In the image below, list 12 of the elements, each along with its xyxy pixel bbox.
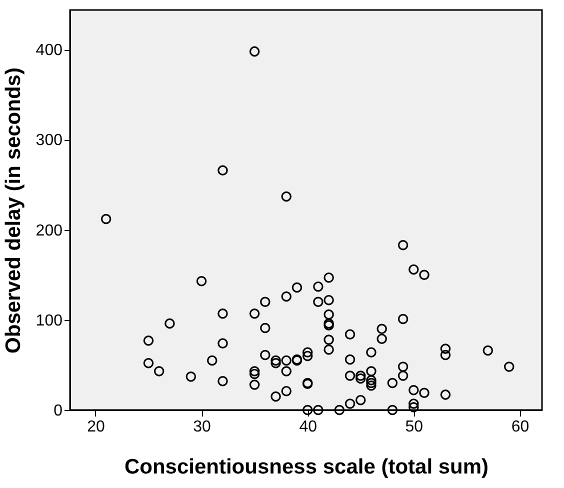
y-tick-label: 0 xyxy=(54,402,63,420)
x-tick-label: 40 xyxy=(299,418,318,436)
y-tick-label: 200 xyxy=(36,222,63,240)
x-tick-label: 60 xyxy=(511,418,530,436)
y-tick-label: 100 xyxy=(36,312,63,330)
x-tick-label: 50 xyxy=(405,418,424,436)
y-tick-label: 300 xyxy=(36,132,63,150)
y-tick-label: 400 xyxy=(36,42,63,60)
x-tick-label: 20 xyxy=(87,418,105,436)
x-axis-title: Conscientiousness scale (total sum) xyxy=(124,456,489,478)
y-axis-title: Observed delay (in seconds) xyxy=(2,68,25,354)
x-tick-label: 30 xyxy=(193,418,212,436)
